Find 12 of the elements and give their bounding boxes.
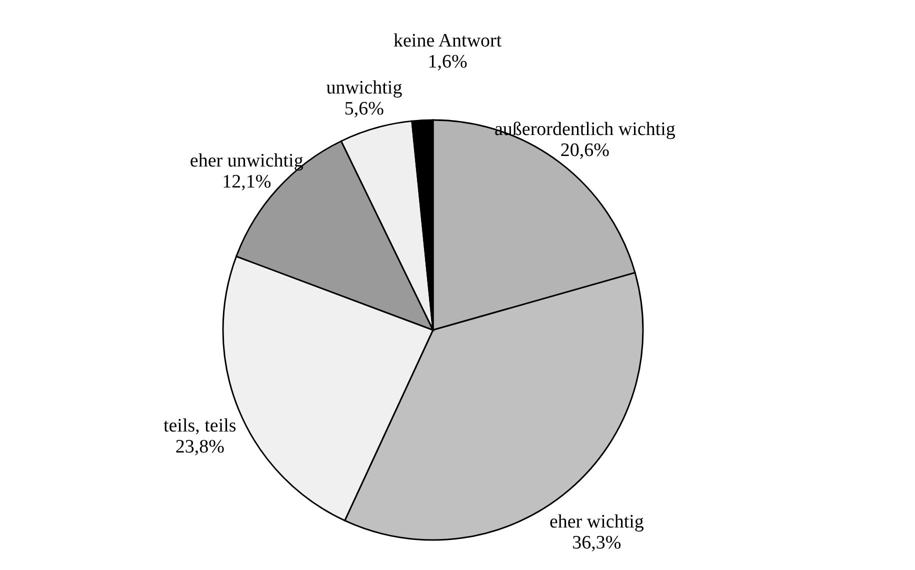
slice-label: außerordentlich wichtig <box>494 118 676 140</box>
data-label: 36,3% <box>572 532 622 554</box>
slice-label: unwichtig <box>326 78 403 99</box>
slice-label: eher wichtig <box>549 512 644 533</box>
data-label: 12,1% <box>222 171 272 192</box>
slice-label: keine Antwort <box>393 30 502 52</box>
data-label: 20,6% <box>560 140 610 161</box>
data-label: 23,8% <box>175 436 225 458</box>
data-label: 5,6% <box>344 98 384 120</box>
slice-label: eher unwichtig <box>190 150 304 172</box>
data-label: 1,6% <box>428 51 468 72</box>
slice-label: teils, teils <box>163 416 236 437</box>
